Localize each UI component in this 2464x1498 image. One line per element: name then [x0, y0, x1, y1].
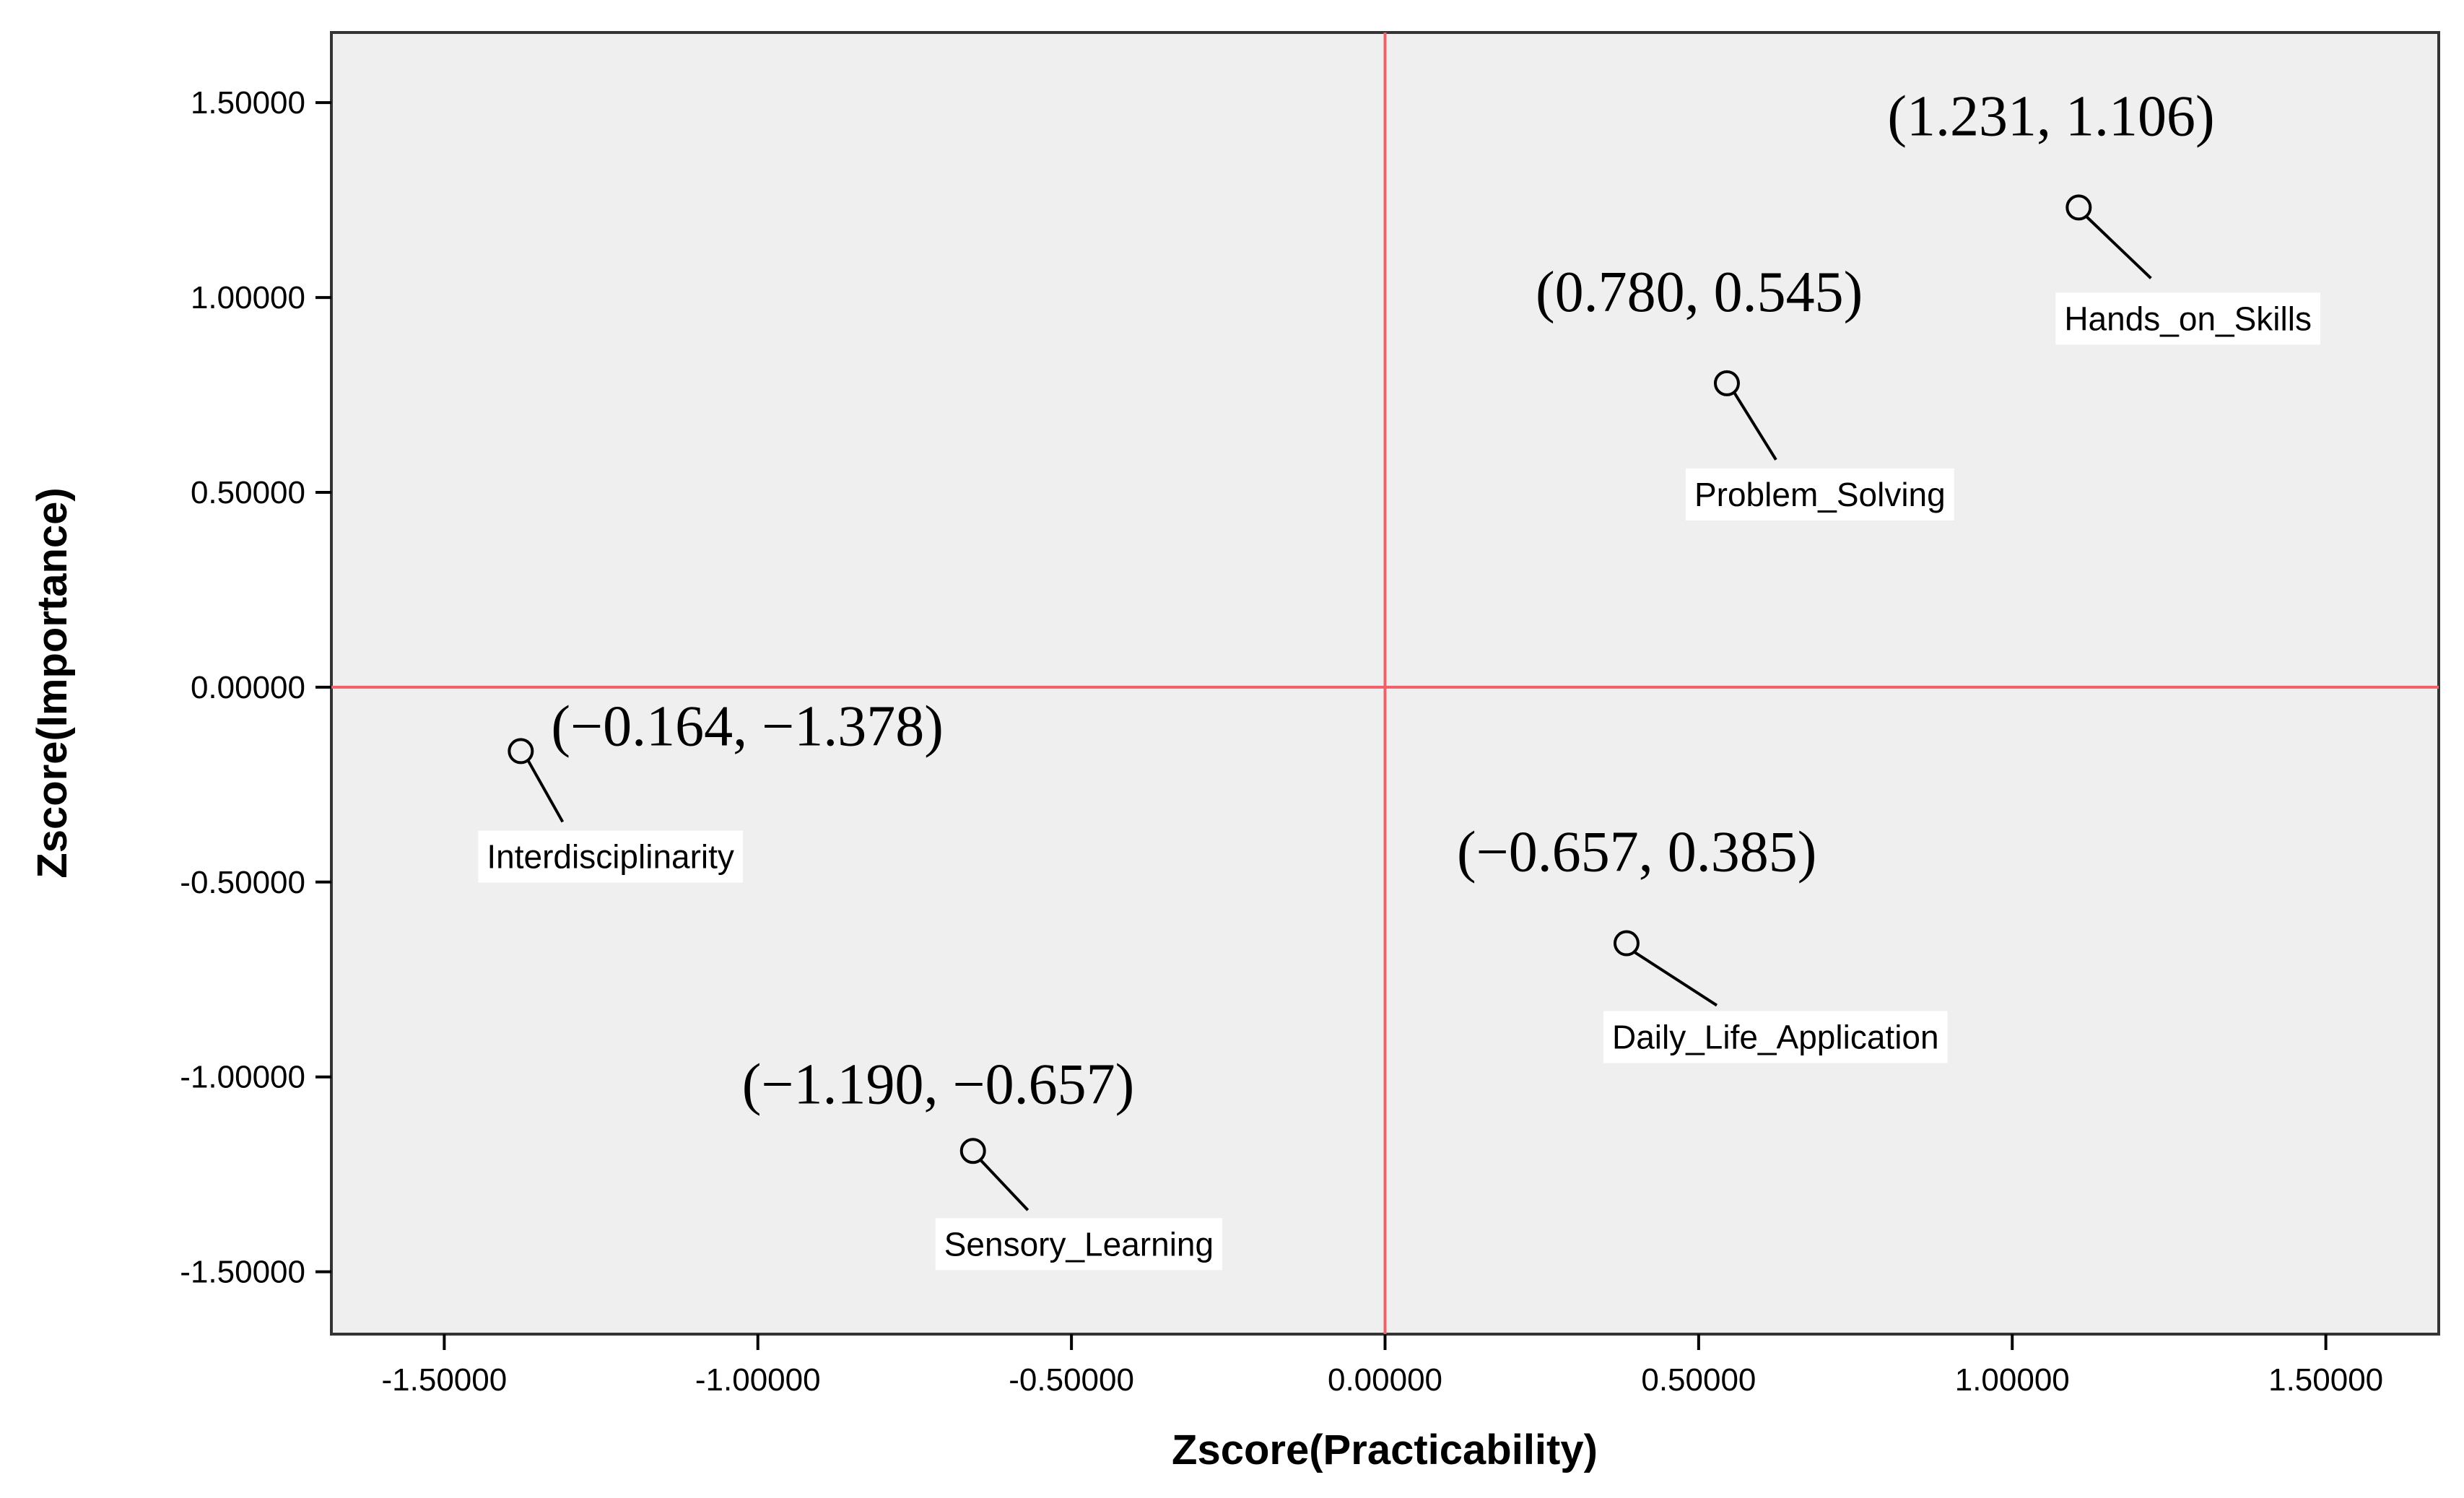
- point-annotation: (0.780, 0.545): [1536, 261, 1863, 324]
- point-annotation: (−1.190, −0.657): [742, 1053, 1135, 1116]
- x-tick-label: -1.50000: [382, 1362, 508, 1398]
- point-label: Sensory_Learning: [944, 1225, 1214, 1263]
- y-tick-label: -0.50000: [180, 865, 305, 900]
- point-label: Hands_on_Skills: [2064, 300, 2312, 337]
- y-axis-ticks: 1.50000 1.00000 0.50000 0.00000 -0.50000 -1.0…: [180, 85, 331, 1289]
- point-annotation: (−0.657, 0.385): [1457, 821, 1816, 884]
- x-axis-title: Zscore(Practicability): [1172, 1427, 1598, 1473]
- point-label: Interdisciplinarity: [487, 837, 734, 875]
- y-tick-label: -1.50000: [180, 1255, 305, 1290]
- y-tick-label: 1.00000: [191, 280, 305, 315]
- x-tick-label: 1.00000: [1955, 1362, 2070, 1398]
- x-tick-label: -0.50000: [1009, 1362, 1134, 1398]
- x-tick-label: 0.50000: [1641, 1362, 1756, 1398]
- y-tick-label: 0.50000: [191, 475, 305, 510]
- point-label: Problem_Solving: [1694, 476, 1946, 513]
- x-axis-ticks: -1.50000 -1.00000 -0.50000 0.00000 0.50000 1.…: [382, 1334, 2384, 1398]
- y-tick-label: 1.50000: [191, 85, 305, 121]
- point-annotation: (−0.164, −1.378): [551, 694, 944, 758]
- x-tick-label: 0.00000: [1328, 1362, 1442, 1398]
- point-label: Daily_Life_Application: [1612, 1019, 1939, 1056]
- y-tick-label: 0.00000: [191, 670, 305, 705]
- x-tick-label: -1.00000: [695, 1362, 821, 1398]
- y-axis-title: Zscore(Importance): [29, 487, 76, 878]
- y-tick-label: -1.00000: [180, 1060, 305, 1095]
- point-annotation: (1.231, 1.106): [1887, 84, 2214, 148]
- x-tick-label: 1.50000: [2268, 1362, 2383, 1398]
